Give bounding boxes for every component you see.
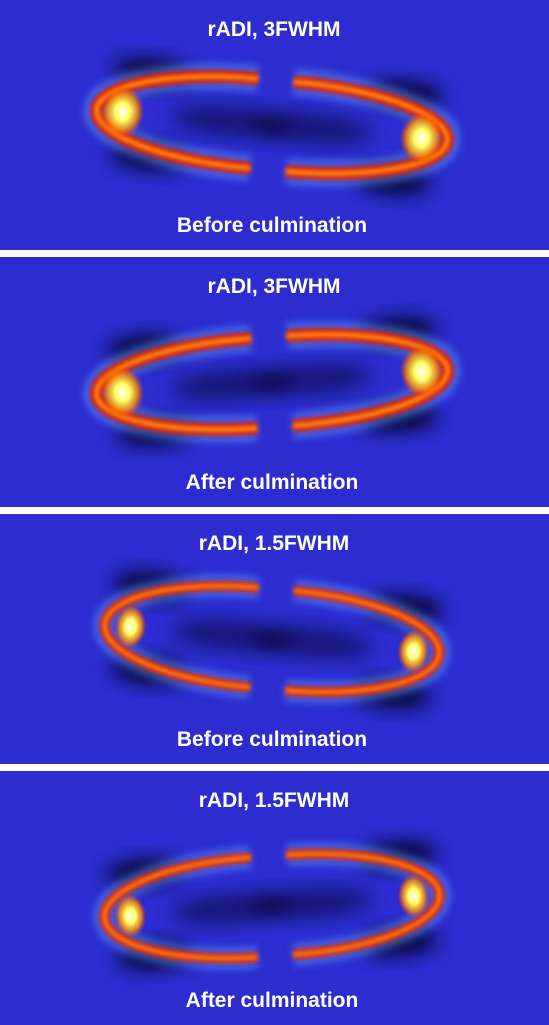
panel: rADI, 1.5FWHM After culmination	[0, 771, 549, 1025]
negative-lobe	[252, 364, 372, 394]
arc-core	[93, 335, 258, 432]
panel: rADI, 3FWHM After culmination	[0, 257, 549, 507]
ansa	[397, 874, 430, 919]
disk-image	[83, 316, 461, 447]
ansa	[100, 85, 145, 138]
negative-lobe	[252, 888, 372, 918]
ansa	[397, 629, 430, 674]
ansa	[399, 345, 444, 398]
ansa	[114, 893, 147, 938]
arc-core	[285, 79, 450, 176]
arc-core	[102, 583, 259, 690]
panel-caption: Before culmination	[177, 728, 367, 751]
panel-caption: After culmination	[186, 989, 359, 1012]
panel-title: rADI, 3FWHM	[208, 275, 341, 298]
ansa	[114, 604, 147, 649]
disk-image	[93, 571, 451, 710]
arc-core	[286, 851, 442, 957]
panel-caption: After culmination	[186, 471, 359, 494]
panel-title: rADI, 1.5FWHM	[199, 532, 350, 555]
arc-core	[94, 74, 259, 171]
arc-core	[285, 588, 442, 695]
disk-image	[83, 57, 461, 196]
ansa	[100, 366, 145, 419]
disk-image	[93, 840, 451, 971]
panel: rADI, 1.5FWHM Before culmination	[0, 514, 549, 764]
panel-caption: Before culmination	[177, 214, 367, 237]
ansa	[399, 112, 444, 165]
panel-title: rADI, 3FWHM	[208, 18, 341, 41]
negative-lobe	[252, 627, 372, 658]
negative-lobe	[252, 113, 372, 144]
panel-title: rADI, 1.5FWHM	[199, 789, 350, 812]
arc-core	[286, 332, 451, 429]
panel: rADI, 3FWHM Before culmination	[0, 0, 549, 250]
arc-core	[102, 855, 258, 961]
